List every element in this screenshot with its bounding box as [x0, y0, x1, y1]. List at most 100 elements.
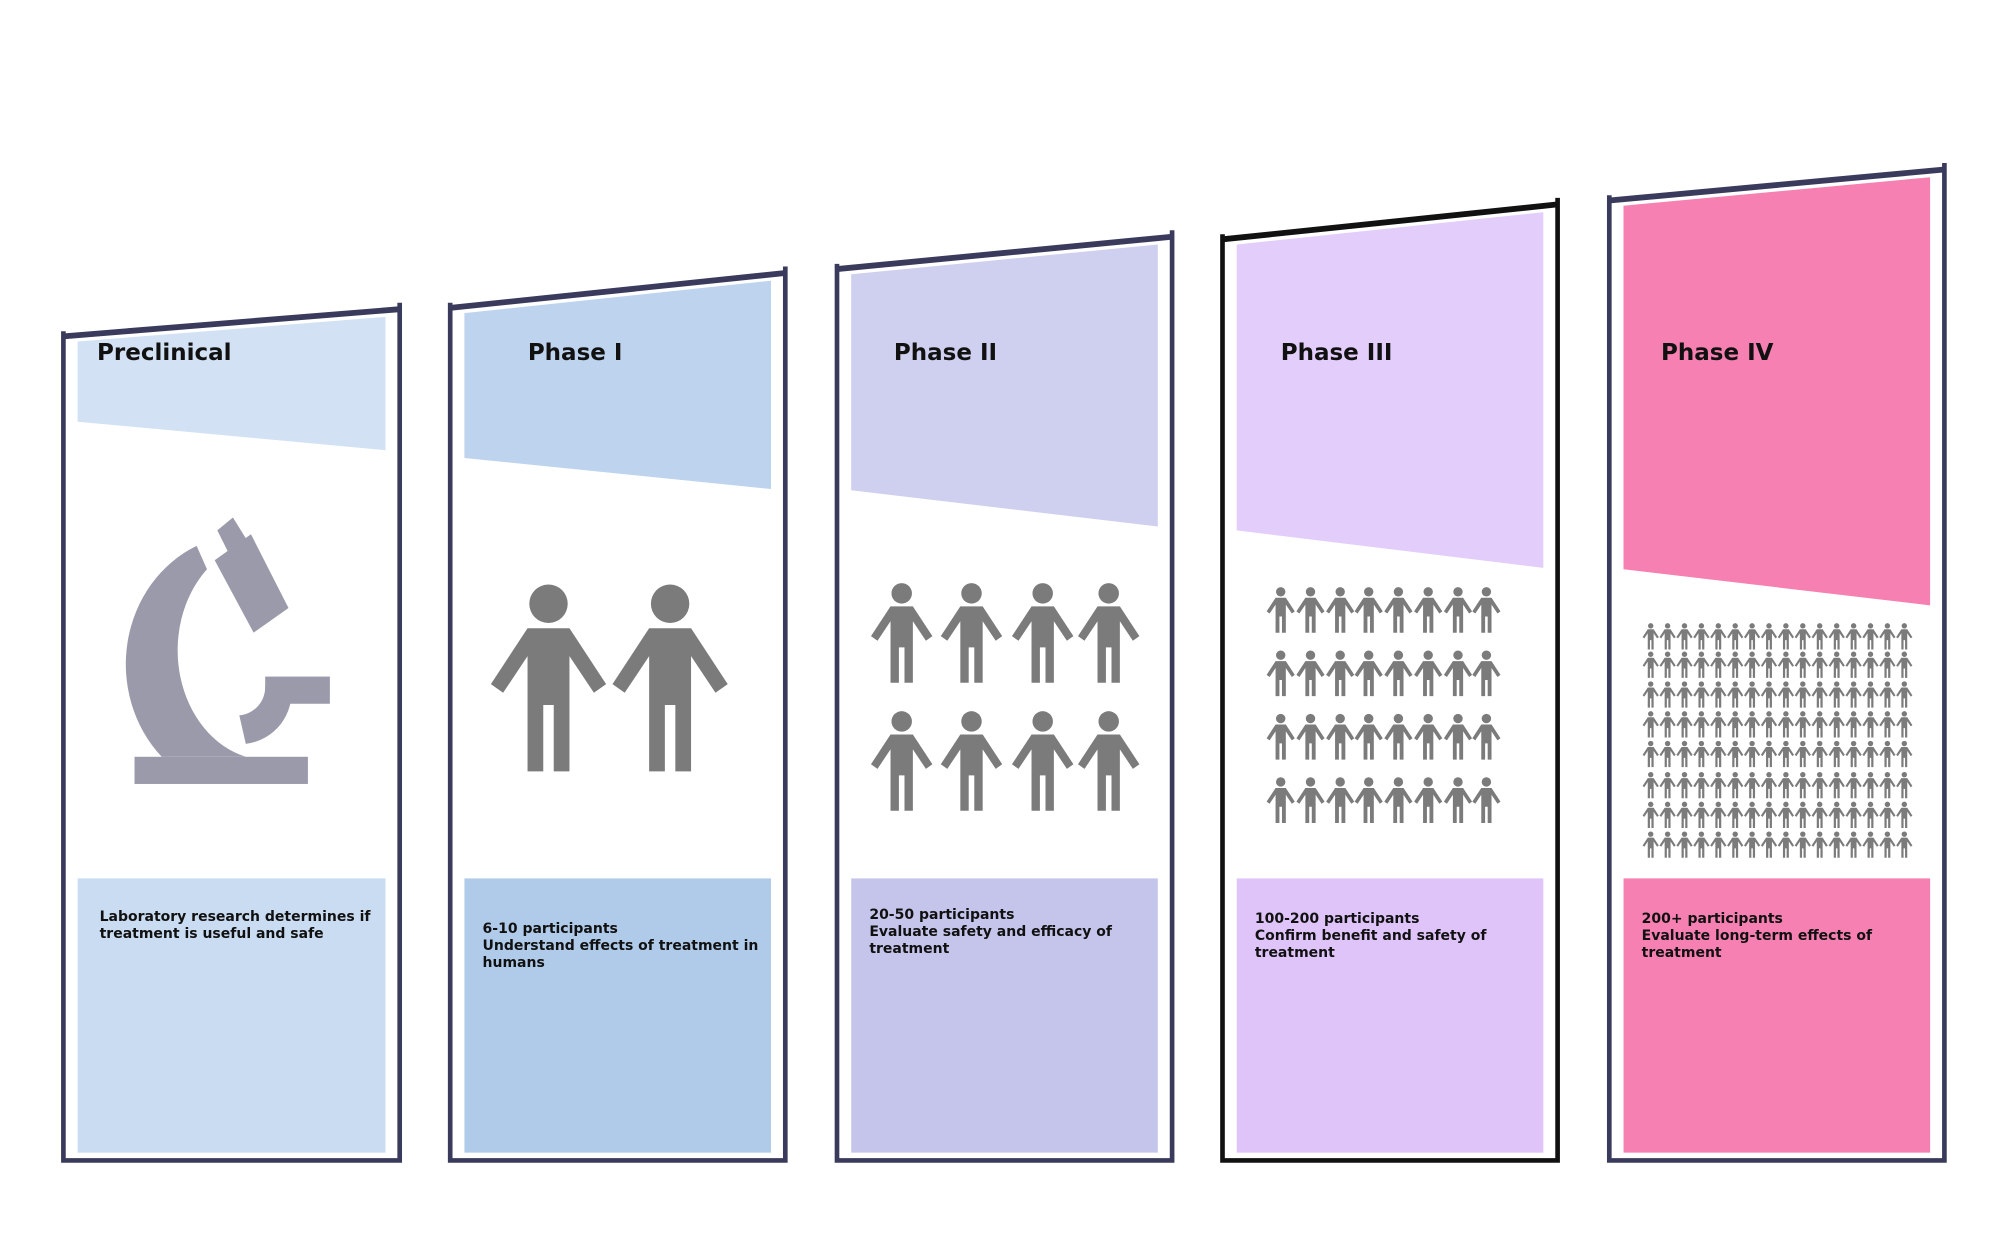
person-icon [1862, 711, 1879, 738]
phase-description-block [1623, 878, 1931, 1153]
person-icon [1828, 651, 1845, 678]
person-icon [1777, 740, 1795, 768]
person-icon [1693, 740, 1710, 768]
participant-count: 20-50 participants [869, 906, 1015, 923]
person-icon [1896, 651, 1913, 678]
phase-frame [1220, 197, 1560, 1163]
person-icon [1326, 777, 1355, 823]
description-line: Confirm benefit and safety of treatment [1254, 927, 1487, 961]
person-icon [1777, 831, 1795, 858]
person-icon [490, 584, 607, 772]
phase-description-block [851, 878, 1158, 1153]
person-icon [940, 711, 1003, 811]
person-icon [1414, 777, 1443, 823]
person-icon [1727, 651, 1744, 678]
person-icon [1862, 623, 1879, 650]
person-icon [1326, 713, 1355, 760]
person-icon [1845, 801, 1862, 828]
phase-panel-2 [447, 266, 788, 1163]
person-icon [1326, 587, 1355, 633]
person-icon [1777, 651, 1795, 678]
person-icon [1794, 771, 1811, 799]
person-icon [1896, 831, 1913, 858]
person-icon [1879, 681, 1896, 708]
person-icon [1845, 651, 1862, 678]
phase-frame-top [1222, 201, 1558, 243]
person-icon [1693, 623, 1710, 650]
person-icon [1794, 681, 1811, 708]
person-icon [1828, 801, 1845, 828]
person-icon [1743, 771, 1761, 799]
person-icon [1727, 831, 1744, 858]
phase-header-band [77, 316, 386, 451]
person-icon [1862, 681, 1879, 708]
person-icon [1642, 681, 1659, 708]
person-icon [1811, 623, 1828, 650]
phase-description: Laboratory research determines if treatme… [100, 909, 395, 943]
phase-description: 200+ participants Evaluate long-term effe… [1642, 911, 1936, 962]
microscope-icon [125, 517, 330, 784]
person-icon [1896, 681, 1913, 708]
description-line: Evaluate safety and efficacy of [869, 923, 1112, 940]
person-icon [1794, 740, 1811, 768]
person-icon [1896, 771, 1913, 799]
person-icon [1862, 801, 1879, 828]
person-icon [1727, 711, 1744, 738]
person-icon [1011, 711, 1074, 811]
person-icon [1845, 831, 1862, 858]
phase-header-band [464, 280, 771, 489]
person-icon [1354, 713, 1383, 760]
person-icon [1693, 831, 1710, 858]
person-icon [1693, 681, 1710, 708]
phase-frame-top [836, 233, 1173, 272]
description-line: treatment is useful and safe [99, 926, 324, 943]
phase-title: Phase I [527, 340, 623, 367]
phase-title: Phase III [1280, 340, 1393, 367]
person-icon [1794, 651, 1811, 678]
person-icon [1354, 587, 1383, 633]
person-icon [1296, 713, 1325, 760]
person-icon [1659, 740, 1676, 768]
phase-panel-1 [61, 302, 403, 1163]
person-icon [1879, 651, 1896, 678]
people-group-icon [870, 583, 1140, 811]
person-icon [1777, 681, 1795, 708]
person-icon [1676, 771, 1693, 799]
person-icon [1828, 711, 1845, 738]
phase-frame [1606, 163, 1947, 1163]
person-icon [1760, 771, 1778, 799]
person-icon [1794, 623, 1811, 650]
person-icon [1676, 831, 1693, 858]
phase-frame-top [63, 306, 400, 340]
person-icon [1296, 777, 1325, 823]
participant-count: 100-200 participants [1254, 910, 1420, 927]
person-icon [1266, 777, 1295, 823]
person-icon [1879, 771, 1896, 799]
person-icon [1414, 587, 1443, 633]
person-icon [1642, 801, 1659, 828]
person-icon [1693, 801, 1710, 828]
person-icon [1326, 650, 1355, 697]
person-icon [1828, 623, 1845, 650]
person-icon [1296, 650, 1325, 697]
person-icon [1760, 740, 1778, 768]
person-icon [1266, 650, 1295, 697]
phase-description-block [1236, 878, 1544, 1153]
person-icon [1642, 771, 1659, 799]
person-icon [1727, 681, 1744, 708]
person-icon [1676, 711, 1693, 738]
person-icon [1862, 740, 1879, 768]
phase-description: 6-10 participants Understand effects of t… [483, 921, 777, 972]
person-icon [1727, 740, 1744, 768]
person-icon [1354, 650, 1383, 697]
phase-frame-top [1609, 166, 1945, 204]
person-icon [1676, 651, 1693, 678]
person-icon [1811, 681, 1828, 708]
person-icon [1693, 711, 1710, 738]
person-icon [1896, 711, 1913, 738]
person-icon [1414, 650, 1443, 697]
person-icon [1811, 740, 1828, 768]
person-icon [1845, 711, 1862, 738]
person-icon [1879, 711, 1896, 738]
phase-panel-3 [834, 230, 1175, 1163]
